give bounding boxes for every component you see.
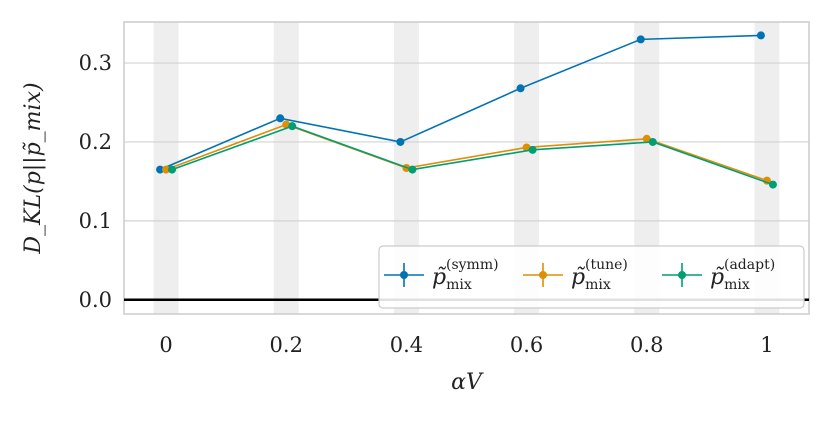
legend-frame [378,245,805,309]
series-line-2 [171,125,774,186]
x-tick-label-1: 0.2 [270,333,303,357]
series-0-point-0 [156,165,165,174]
y-tick-label-3: 0.3 [79,51,112,75]
y-tick-label-1: 0.1 [79,209,112,233]
series-1-point-1 [282,120,291,129]
series-group [156,31,777,189]
series-1-point-4 [642,134,651,143]
legend-marker-1 [539,271,547,279]
series-2-point-4 [648,137,657,146]
series-2 [168,122,777,189]
plot-frame [123,21,810,315]
legend-label-2: p̃mix(adapt) [710,257,775,293]
series-0-point-4 [636,35,645,44]
series-1-point-0 [162,165,171,174]
legend-entry-1: p̃mix(tune) [523,257,628,293]
series-0-point-1 [276,114,285,123]
x-tick-label-3: 0.6 [510,333,543,357]
legend-marker-0 [400,271,408,279]
series-1-point-3 [522,143,531,152]
series-2-point-5 [768,180,777,189]
x-tick-label-0: 0 [159,333,172,357]
y-tick-label-0: 0.0 [79,288,112,312]
legend-label-1: p̃mix(tune) [571,257,628,293]
y-axis-label: D_KL(p||p̃_mix) [21,82,46,254]
legend-label-0: p̃mix(symm) [432,257,499,293]
series-line-1 [165,123,768,182]
series-line-0 [159,34,761,171]
y-tick-label-2: 0.2 [79,130,112,154]
series-0-point-3 [516,84,525,93]
series-0-point-2 [396,137,405,146]
series-0-point-5 [756,31,765,40]
series-2-point-2 [408,165,417,174]
series-2-point-0 [168,165,177,174]
shaded-band-1 [273,22,299,314]
x-axis-label: αV [451,370,484,395]
y-tick-labels: 0.0 0.1 0.2 0.3 [79,51,112,312]
x-tick-labels: 0 0.2 0.4 0.6 0.8 1 [159,333,773,357]
series-0 [156,31,765,174]
x-tick-label-2: 0.4 [390,333,423,357]
series-2-point-3 [528,145,537,154]
series-2-point-1 [288,122,297,131]
x-tick-label-5: 1 [760,333,773,357]
legend-entry-0: p̃mix(symm) [384,257,499,293]
legend-entry-2: p̃mix(adapt) [662,257,775,293]
x-tick-label-4: 0.8 [630,333,663,357]
legend-marker-2 [678,271,686,279]
legend: p̃mix(symm) p̃mix(tune) p̃mix(adapt) [378,245,805,309]
